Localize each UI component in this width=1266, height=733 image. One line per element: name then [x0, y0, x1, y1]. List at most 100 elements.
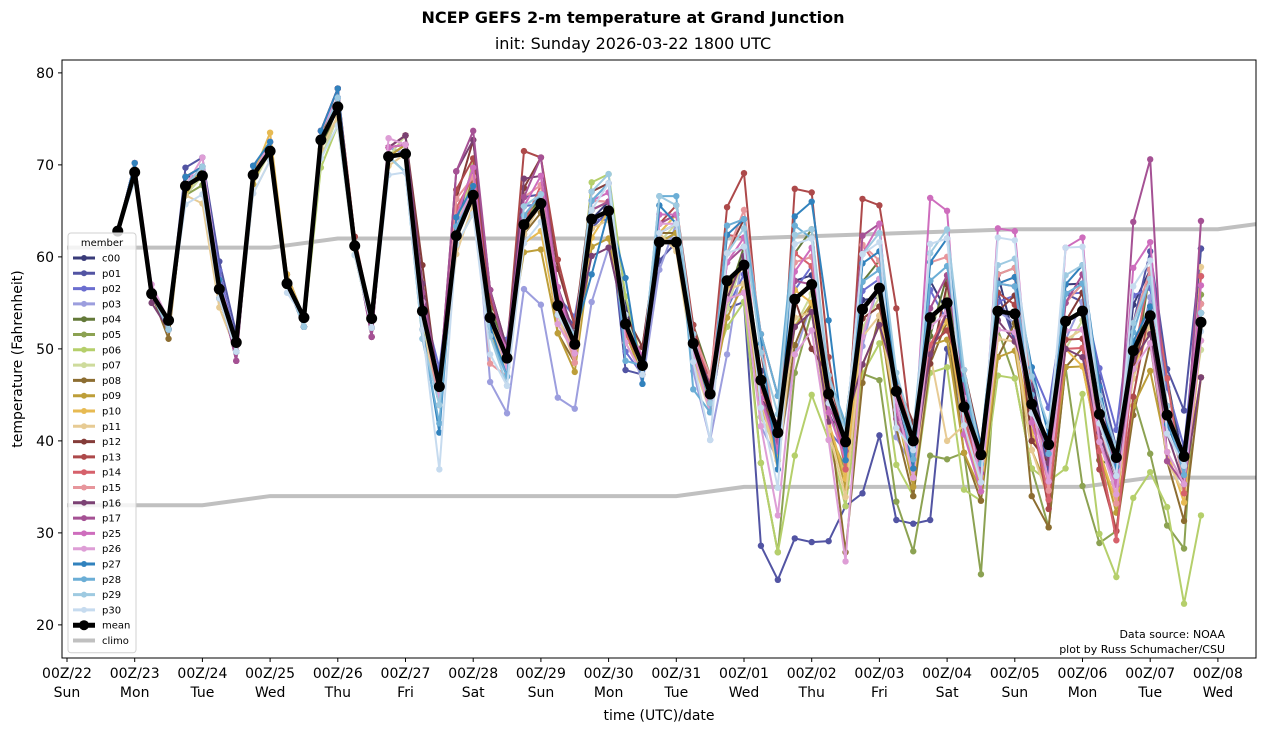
mean-point — [924, 312, 936, 324]
legend-marker — [81, 576, 87, 583]
x-tick-day-label: Mon — [120, 685, 150, 701]
point-p06 — [1062, 465, 1069, 472]
legend-label: p02 — [102, 284, 121, 295]
point-p29 — [199, 163, 206, 170]
mean-point — [535, 198, 547, 210]
point-p27 — [182, 173, 189, 181]
point-p26 — [1180, 480, 1188, 488]
mean-point — [1127, 345, 1139, 357]
point-p13 — [893, 305, 900, 312]
x-tick-day-label: Sun — [528, 685, 555, 701]
point-p15 — [571, 359, 578, 366]
point-p15 — [486, 360, 494, 367]
point-p25 — [1197, 282, 1205, 289]
point-p13 — [520, 147, 528, 155]
mean-point — [1060, 315, 1072, 327]
point-p15 — [1113, 500, 1120, 507]
legend-label: p07 — [102, 361, 121, 372]
mean-point — [958, 401, 970, 413]
point-p01 — [893, 516, 900, 524]
line-p11 — [116, 112, 1202, 501]
point-p16 — [402, 132, 409, 139]
point-p08 — [165, 335, 172, 342]
point-p05 — [910, 548, 917, 555]
point-p26 — [774, 512, 782, 519]
x-tick-label: 00Z/29 — [516, 666, 566, 682]
mean-point — [721, 275, 733, 287]
mean-point — [467, 189, 479, 201]
point-p08 — [1045, 524, 1052, 531]
point-p03 — [723, 351, 731, 358]
point-p05 — [1096, 539, 1103, 547]
point-p17 — [470, 127, 477, 135]
point-p13 — [876, 202, 883, 209]
mean-point — [129, 166, 141, 178]
x-tick-day-label: Wed — [255, 685, 286, 701]
point-p11 — [842, 493, 849, 501]
legend-item-climo: climo — [73, 636, 129, 647]
y-tick-label: 40 — [36, 434, 54, 450]
legend-marker — [81, 300, 87, 307]
legend-label: p08 — [102, 376, 121, 387]
point-p05 — [1163, 522, 1171, 529]
point-p29 — [520, 203, 528, 210]
point-p25 — [537, 172, 545, 180]
point-p06 — [1180, 600, 1188, 607]
legend-marker — [81, 591, 87, 598]
legend-marker — [81, 606, 87, 613]
series-p01 — [114, 94, 1205, 583]
legend-marker — [81, 270, 87, 277]
x-tick-day-label: Fri — [397, 685, 414, 701]
point-p09 — [960, 449, 968, 457]
point-p25 — [1130, 264, 1137, 272]
mean-point — [315, 134, 327, 146]
point-p25 — [994, 225, 1002, 232]
point-p25 — [926, 194, 934, 202]
point-p06 — [842, 503, 849, 510]
point-p26 — [402, 141, 409, 148]
y-tick-label: 80 — [36, 66, 54, 82]
point-p28 — [723, 222, 731, 229]
point-p29 — [605, 170, 612, 178]
legend-item-p06: p06 — [73, 345, 121, 356]
mean-point — [1077, 305, 1088, 317]
point-p26 — [808, 327, 815, 334]
mean-point — [501, 352, 513, 364]
point-p06 — [808, 391, 815, 399]
x-tick-label: 00Z/01 — [719, 666, 769, 682]
point-p28 — [436, 420, 443, 427]
point-p25 — [825, 409, 832, 416]
point-p01 — [859, 490, 866, 497]
x-axis-label: time (UTC)/date — [603, 708, 714, 724]
mean-point — [484, 312, 496, 324]
legend-item-p10: p10 — [73, 407, 121, 418]
point-p16 — [148, 299, 155, 307]
point-p17 — [1197, 217, 1205, 225]
x-tick-label: 00Z/08 — [1193, 666, 1243, 682]
point-p06 — [960, 486, 968, 493]
mean-point — [213, 283, 225, 295]
legend-marker — [81, 484, 87, 491]
legend-item-p11: p11 — [73, 422, 121, 433]
point-p26 — [791, 351, 798, 358]
mean-point — [856, 303, 868, 315]
mean-point — [586, 213, 598, 225]
point-p29 — [588, 188, 595, 195]
x-tick-label: 00Z/07 — [1125, 666, 1175, 682]
x-tick-label: 00Z/25 — [245, 666, 295, 682]
credit-note: plot by Russ Schumacher/CSU — [1059, 643, 1225, 656]
point-p13 — [1045, 505, 1052, 513]
legend-marker — [81, 515, 87, 522]
point-p03 — [554, 394, 562, 401]
legend-item-p07: p07 — [73, 361, 121, 372]
legend-marker — [81, 408, 87, 414]
mean-line — [115, 104, 1204, 460]
point-p13 — [1130, 393, 1137, 400]
point-p30 — [588, 206, 595, 214]
point-p26 — [554, 320, 562, 328]
legend-item-p01: p01 — [73, 269, 121, 280]
point-p06 — [943, 364, 951, 371]
mean-point — [332, 101, 344, 113]
point-p30 — [368, 324, 375, 331]
